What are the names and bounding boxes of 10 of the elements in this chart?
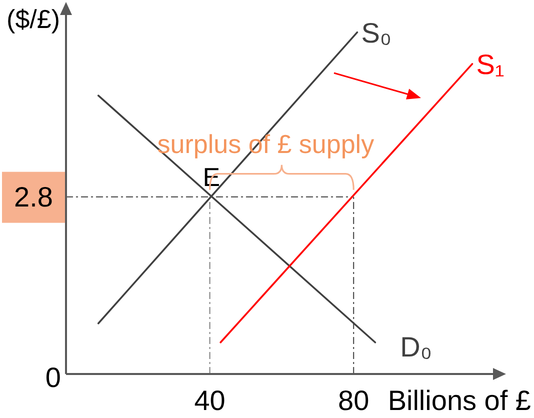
x-tick-label: 80 [338, 384, 370, 416]
x-axis-title: Billions of £ [388, 385, 532, 416]
series-label: S₀ [361, 17, 392, 48]
series-label: D₀ [400, 331, 432, 362]
y-tick-label: 0 [45, 362, 61, 393]
series-label: S₁ [476, 48, 504, 80]
annotation: E [202, 162, 220, 192]
x-tick-label: 40 [194, 384, 226, 416]
y-axis-title: ($/£) [6, 4, 60, 34]
y-tick-label: 2.8 [14, 182, 53, 213]
